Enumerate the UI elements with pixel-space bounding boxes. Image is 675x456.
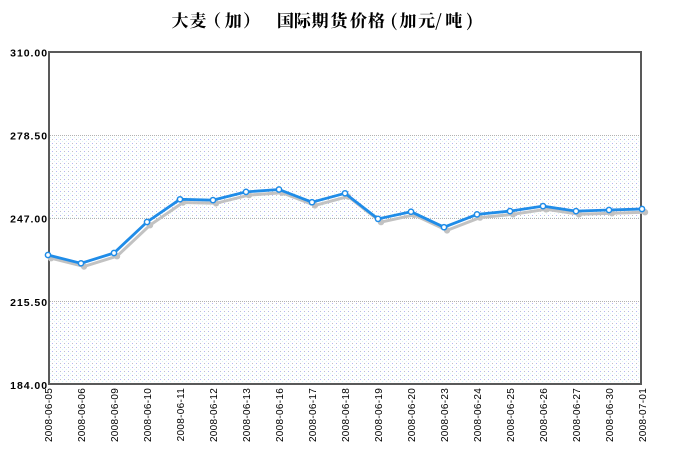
svg-text:310.00: 310.00	[10, 47, 48, 59]
svg-text:278.50: 278.50	[10, 131, 48, 143]
svg-text:184.00: 184.00	[10, 380, 48, 392]
svg-text:2008-06-17: 2008-06-17	[308, 388, 319, 442]
svg-text:2008-06-25: 2008-06-25	[506, 388, 517, 442]
svg-text:2008-06-09: 2008-06-09	[110, 388, 121, 442]
svg-text:215.50: 215.50	[10, 297, 48, 309]
svg-text:2008-06-16: 2008-06-16	[275, 388, 286, 442]
svg-text:247.00: 247.00	[10, 214, 48, 226]
svg-text:2008-06-12: 2008-06-12	[209, 388, 220, 442]
svg-text:2008-06-30: 2008-06-30	[605, 388, 616, 442]
svg-text:2008-06-20: 2008-06-20	[407, 388, 418, 442]
svg-text:2008-06-05: 2008-06-05	[44, 388, 55, 442]
svg-text:2008-06-27: 2008-06-27	[572, 388, 583, 442]
svg-text:2008-06-26: 2008-06-26	[539, 388, 550, 442]
svg-text:2008-06-19: 2008-06-19	[374, 388, 385, 442]
svg-text:2008-06-13: 2008-06-13	[242, 388, 253, 442]
svg-text:2008-06-18: 2008-06-18	[341, 388, 352, 442]
svg-text:2008-06-23: 2008-06-23	[440, 388, 451, 442]
svg-text:2008-06-06: 2008-06-06	[77, 388, 88, 442]
svg-text:2008-06-11: 2008-06-11	[176, 388, 187, 442]
svg-text:2008-07-01: 2008-07-01	[638, 388, 649, 442]
svg-text:2008-06-24: 2008-06-24	[473, 388, 484, 442]
svg-text:2008-06-10: 2008-06-10	[143, 388, 154, 442]
